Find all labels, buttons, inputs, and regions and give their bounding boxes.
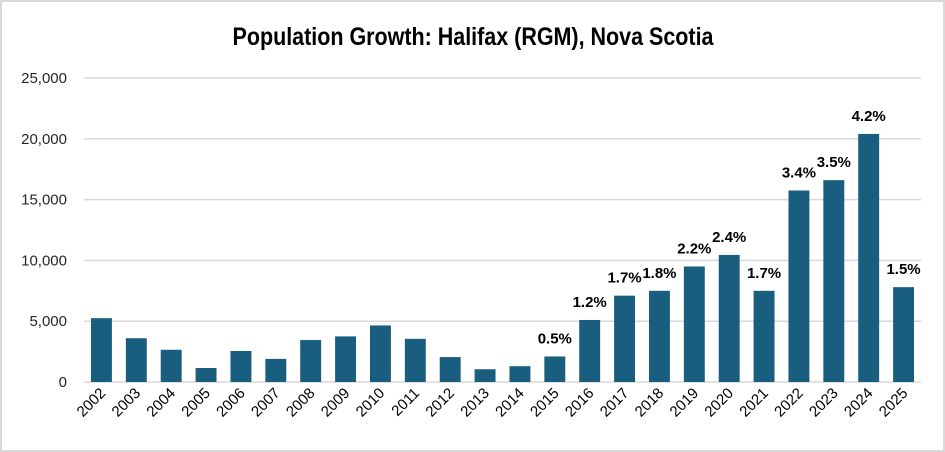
data-label-2015: 0.5% (538, 330, 572, 347)
x-tick-label: 2018 (632, 385, 668, 421)
bar-2024 (858, 133, 880, 382)
bar-2004 (160, 349, 182, 382)
data-label-2016: 1.2% (573, 294, 607, 311)
x-tick-label: 2012 (422, 385, 458, 421)
y-tick-label: 5,000 (29, 313, 67, 330)
bar-2007 (265, 358, 287, 382)
bar-2009 (335, 336, 357, 382)
x-tick-label: 2008 (283, 385, 319, 421)
bars (90, 133, 915, 382)
y-tick-label: 10,000 (21, 252, 67, 269)
x-tick-label: 2023 (806, 385, 842, 421)
bar-2020 (718, 254, 740, 382)
data-label-2019: 2.2% (677, 240, 711, 257)
y-tick-label: 20,000 (21, 131, 67, 148)
data-label-2021: 1.7% (747, 265, 781, 282)
x-tick-label: 2003 (109, 385, 145, 421)
x-tick-label: 2004 (143, 385, 179, 421)
bar-2011 (404, 338, 426, 382)
y-tick-label: 15,000 (21, 192, 67, 209)
chart-title: Population Growth: Halifax (RGM), Nova S… (232, 22, 714, 50)
bar-2021 (753, 290, 775, 382)
bar-2017 (614, 295, 636, 382)
bar-2014 (509, 366, 531, 382)
data-label-2018: 1.8% (642, 265, 676, 282)
bar-2012 (439, 357, 461, 382)
x-tick-label: 2017 (597, 385, 633, 421)
x-tick-label: 2014 (492, 385, 528, 421)
x-tick-label: 2015 (527, 385, 563, 421)
x-tick-label: 2019 (667, 385, 703, 421)
gridlines (84, 77, 921, 383)
bar-2003 (125, 338, 147, 382)
bar-2016 (579, 319, 601, 382)
bar-2022 (788, 190, 810, 382)
x-tick-label: 2016 (562, 385, 598, 421)
x-tick-label: 2009 (318, 385, 354, 421)
x-tick-label: 2022 (771, 385, 807, 421)
bar-2023 (823, 180, 845, 382)
bar-2005 (195, 368, 217, 382)
x-tick-label: 2005 (178, 385, 214, 421)
y-axis-ticks: 0 5,000 10,000 15,000 20,000 25,000 (21, 70, 67, 391)
x-tick-label: 2010 (353, 385, 389, 421)
bar-2006 (230, 350, 252, 382)
data-label-2024: 4.2% (852, 108, 886, 125)
x-axis-ticks: 2002 2003 2004 2005 2006 2007 2008 2009 2010 2011… (74, 385, 912, 421)
data-labels: 0.5%1.2%1.7% 1.8%2.2%2.4%1.7%3.4%3.5%4.2%… (538, 108, 921, 348)
x-tick-label: 2020 (701, 385, 737, 421)
x-tick-label: 2007 (248, 385, 284, 421)
x-tick-label: 2013 (457, 385, 493, 421)
x-tick-label: 2024 (841, 385, 877, 421)
data-label-2023: 3.5% (817, 154, 851, 171)
y-tick-label: 25,000 (21, 70, 67, 87)
data-label-2017: 1.7% (607, 270, 641, 287)
bar-2008 (300, 340, 322, 382)
x-tick-label: 2002 (74, 385, 110, 421)
x-tick-label: 2021 (736, 385, 772, 421)
y-tick-label: 0 (59, 374, 67, 391)
x-tick-label: 2006 (213, 385, 249, 421)
data-label-2025: 1.5% (886, 261, 920, 278)
bar-2013 (474, 369, 496, 382)
bar-2018 (648, 290, 670, 382)
data-label-2020: 2.4% (712, 229, 746, 246)
bar-2015 (544, 356, 566, 382)
bar-2019 (683, 266, 705, 382)
bar-2010 (369, 325, 391, 382)
bar-2002 (90, 318, 112, 382)
data-label-2022: 3.4% (782, 164, 816, 181)
x-tick-label: 2025 (876, 385, 912, 421)
bar-2025 (893, 287, 915, 382)
x-tick-label: 2011 (388, 385, 423, 420)
